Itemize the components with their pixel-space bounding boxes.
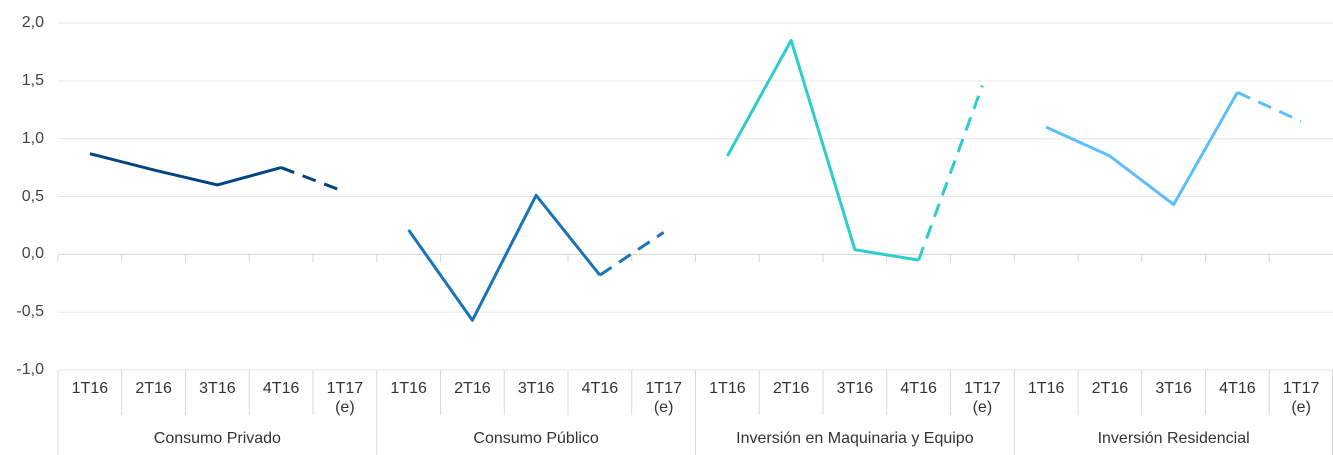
y-tick-label: -1,0 xyxy=(16,361,44,378)
y-tick-label: 1,5 xyxy=(21,71,44,89)
x-tick-label: 1T16 xyxy=(709,380,746,397)
x-tick-label: 2T16 xyxy=(772,380,810,397)
y-tick-label: 0,0 xyxy=(21,245,44,263)
x-tick-label: 4T16 xyxy=(262,380,300,397)
x-tick-label: 4T16 xyxy=(900,380,937,397)
group-label: Consumo Público xyxy=(473,430,599,447)
x-tick-label: 1T17 (e) xyxy=(1282,380,1320,416)
x-tick-label: 4T16 xyxy=(581,380,619,397)
forecast-line xyxy=(280,166,346,194)
forecast-line xyxy=(917,84,984,261)
x-tick-label: 2T16 xyxy=(1091,380,1129,397)
x-tick-label: 1T17 (e) xyxy=(645,380,682,416)
x-tick-label: 3T16 xyxy=(1155,380,1192,397)
forecast-line xyxy=(599,231,665,277)
series-line xyxy=(726,38,919,262)
series-line xyxy=(89,152,282,187)
x-tick-label: 2T16 xyxy=(135,380,172,397)
y-tick-label: 0,5 xyxy=(21,187,44,205)
series-line xyxy=(1045,91,1239,207)
x-tick-label: 1T16 xyxy=(390,380,427,397)
group-label: Consumo Privado xyxy=(153,430,281,447)
x-tick-label: 4T16 xyxy=(1219,380,1256,397)
x-tick-label: 1T16 xyxy=(71,380,109,397)
x-tick-label: 3T16 xyxy=(836,380,874,397)
y-tick-label: 1,0 xyxy=(21,129,44,147)
series-line xyxy=(407,193,602,322)
y-tick-label: -0,5 xyxy=(16,303,44,321)
x-tick-label: 2T16 xyxy=(454,380,491,397)
group-label: Inversión Residencial xyxy=(1097,430,1250,447)
x-tick-label: 3T16 xyxy=(199,380,236,397)
forecast-line xyxy=(1236,91,1302,123)
x-tick-label: 1T17 (e) xyxy=(964,380,1001,416)
x-tick-label: 1T17 (e) xyxy=(326,380,364,416)
group-label: Inversión en Maquinaria y Equipo xyxy=(736,430,974,447)
x-tick-label: 1T16 xyxy=(1027,380,1065,397)
x-tick-label: 3T16 xyxy=(517,380,555,397)
y-tick-label: 2,0 xyxy=(21,14,44,31)
